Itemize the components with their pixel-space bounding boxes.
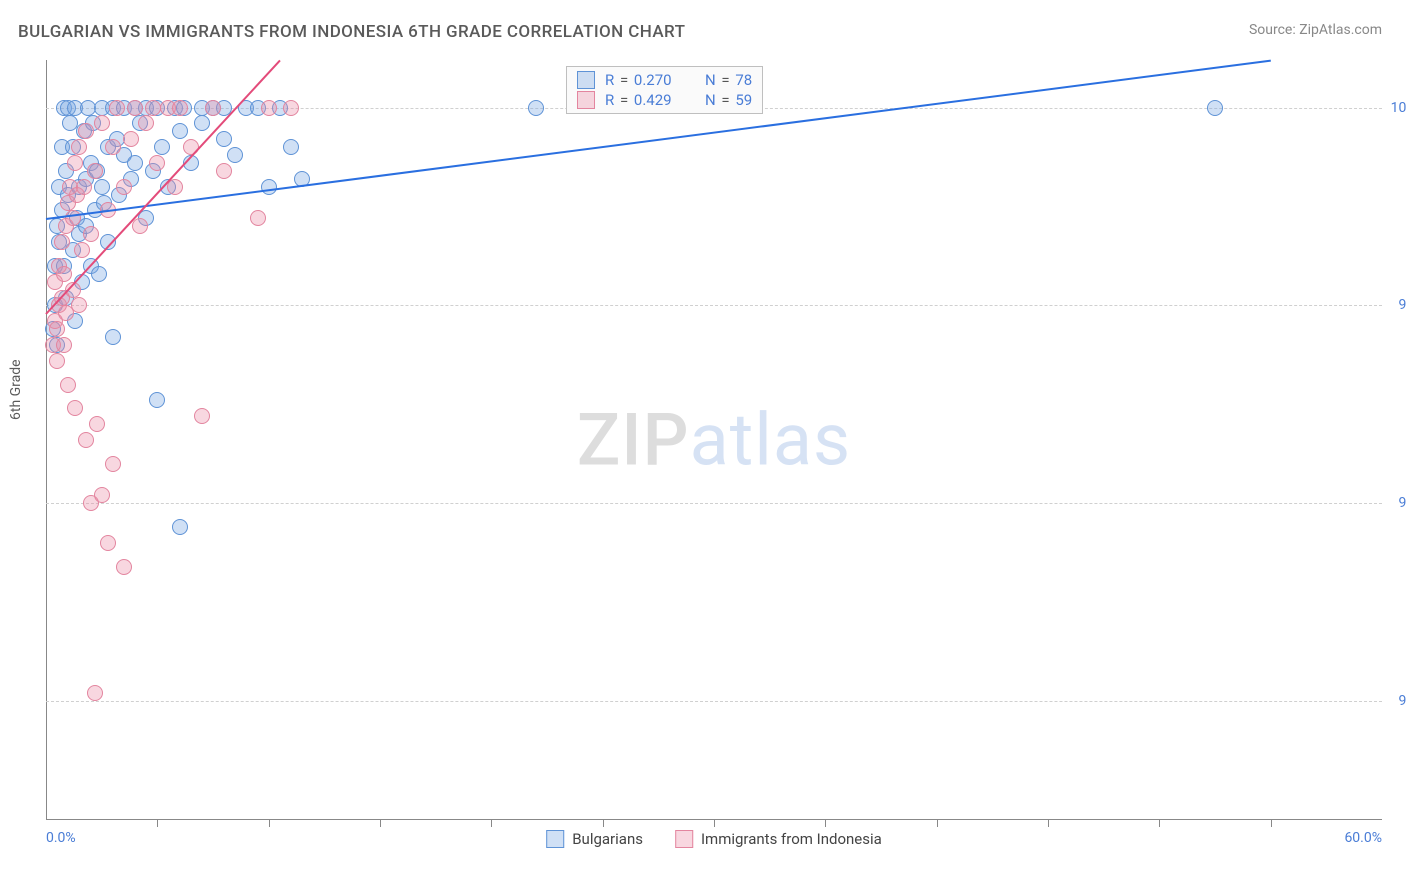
- data-point: [105, 139, 121, 155]
- data-point: [78, 432, 94, 448]
- legend-item: Bulgarians: [546, 830, 643, 848]
- data-point: [56, 337, 72, 353]
- data-point: [89, 416, 105, 432]
- data-point: [261, 179, 277, 195]
- data-point: [94, 179, 110, 195]
- legend-r: R = 0.270: [605, 71, 695, 89]
- data-point: [205, 100, 221, 116]
- legend-swatch: [675, 830, 693, 848]
- data-point: [250, 210, 266, 226]
- data-point: [83, 226, 99, 242]
- data-point: [216, 131, 232, 147]
- watermark: ZIPatlas: [577, 398, 851, 483]
- source-label: Source: ZipAtlas.com: [1249, 22, 1382, 38]
- data-point: [87, 163, 103, 179]
- data-point: [149, 392, 165, 408]
- data-point: [172, 123, 188, 139]
- data-point: [87, 685, 103, 701]
- data-point: [261, 100, 277, 116]
- data-point: [227, 147, 243, 163]
- data-point: [132, 218, 148, 234]
- legend-n: N = 59: [705, 91, 752, 109]
- data-point: [56, 266, 72, 282]
- correlation-legend: R = 0.270 N = 78 R = 0.429 N = 59: [566, 66, 763, 114]
- data-point: [71, 297, 87, 313]
- data-point: [116, 559, 132, 575]
- legend-swatch: [577, 71, 595, 89]
- legend-swatch: [546, 830, 564, 848]
- series-legend: Bulgarians Immigrants from Indonesia: [546, 830, 882, 848]
- y-tick-label: 97.5%: [1398, 297, 1406, 313]
- legend-row: R = 0.429 N = 59: [577, 91, 752, 109]
- data-point: [127, 100, 143, 116]
- scatter-chart: ZIPatlas R = 0.270N = 78R = 0.429N = 59 …: [46, 60, 1382, 820]
- data-point: [60, 377, 76, 393]
- y-tick-label: 95.0%: [1398, 495, 1406, 511]
- data-point: [145, 100, 161, 116]
- data-point: [67, 155, 83, 171]
- data-point: [105, 456, 121, 472]
- data-point: [109, 100, 125, 116]
- data-point: [283, 139, 299, 155]
- data-point: [194, 115, 210, 131]
- data-point: [78, 123, 94, 139]
- data-point: [94, 115, 110, 131]
- data-point: [49, 353, 65, 369]
- y-tick-label: 100.0%: [1391, 100, 1406, 116]
- chart-title: BULGARIAN VS IMMIGRANTS FROM INDONESIA 6…: [18, 22, 685, 42]
- data-point: [1207, 100, 1223, 116]
- data-point: [127, 155, 143, 171]
- data-point: [138, 115, 154, 131]
- data-point: [528, 100, 544, 116]
- data-point: [183, 139, 199, 155]
- data-point: [149, 155, 165, 171]
- legend-row: R = 0.270 N = 78: [577, 71, 752, 89]
- data-point: [74, 242, 90, 258]
- data-point: [76, 179, 92, 195]
- data-point: [49, 321, 65, 337]
- data-point: [194, 408, 210, 424]
- x-tick-label: 60.0%: [1344, 830, 1382, 846]
- x-tick-label: 0.0%: [46, 830, 76, 846]
- data-point: [71, 139, 87, 155]
- data-point: [172, 519, 188, 535]
- y-tick-label: 92.5%: [1398, 693, 1406, 709]
- legend-label: Bulgarians: [572, 830, 643, 848]
- data-point: [172, 100, 188, 116]
- data-point: [94, 487, 110, 503]
- legend-swatch: [577, 91, 595, 109]
- data-point: [67, 400, 83, 416]
- data-point: [283, 100, 299, 116]
- data-point: [123, 131, 139, 147]
- legend-n: N = 78: [705, 71, 752, 89]
- y-axis-line: [46, 60, 47, 820]
- data-point: [91, 266, 107, 282]
- y-axis-label: 6th Grade: [8, 359, 24, 420]
- data-point: [105, 329, 121, 345]
- data-point: [116, 179, 132, 195]
- data-point: [154, 139, 170, 155]
- data-point: [100, 535, 116, 551]
- legend-item: Immigrants from Indonesia: [675, 830, 882, 848]
- data-point: [54, 234, 70, 250]
- legend-label: Immigrants from Indonesia: [701, 830, 882, 848]
- legend-r: R = 0.429: [605, 91, 695, 109]
- data-point: [216, 163, 232, 179]
